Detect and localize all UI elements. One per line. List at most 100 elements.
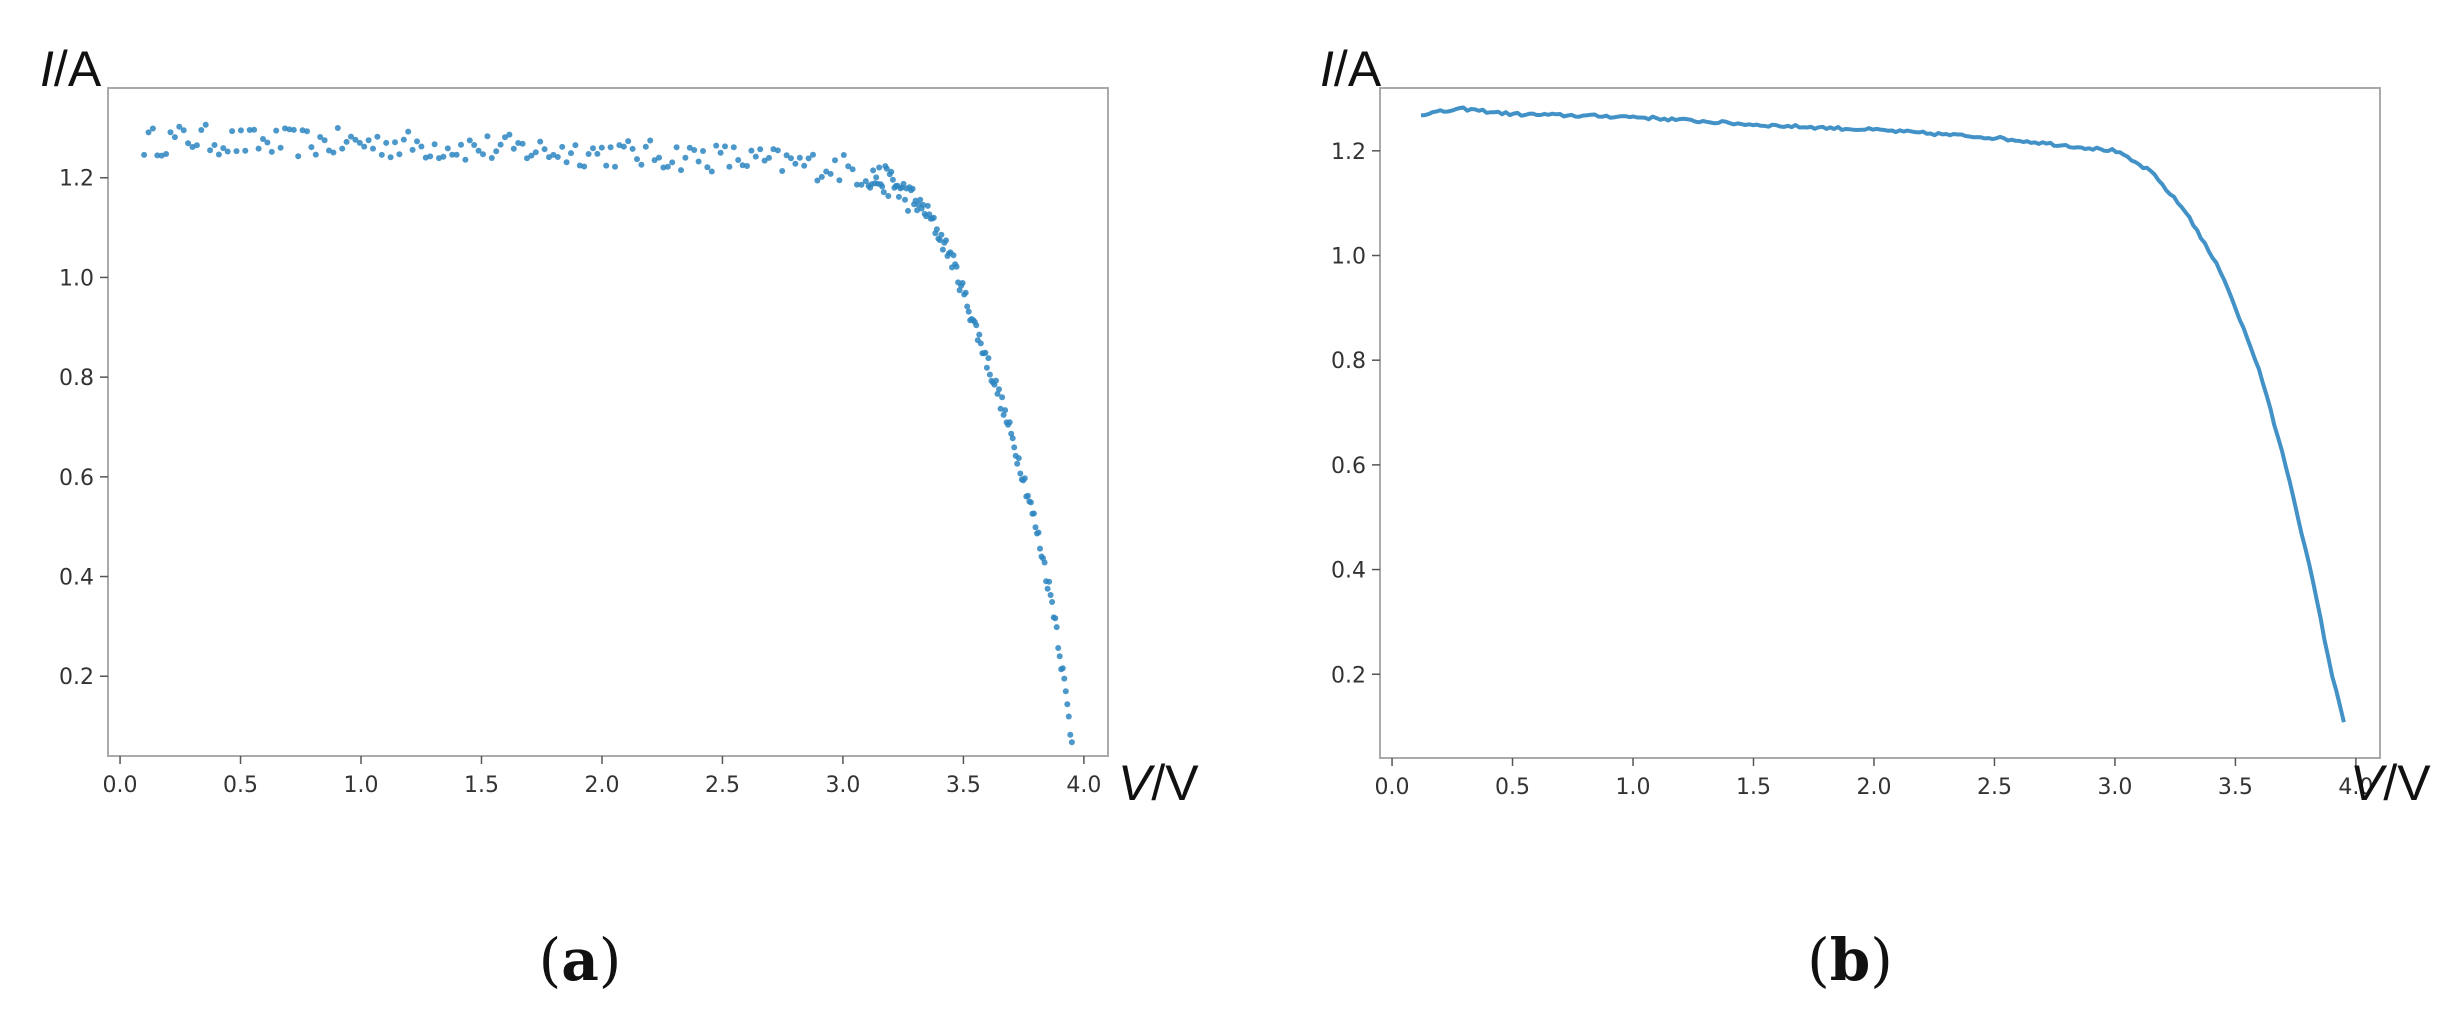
data-point [211, 142, 218, 148]
data-point [554, 154, 561, 160]
data-point [449, 151, 456, 158]
y-tick-label: 0.6 [59, 466, 94, 491]
y-tick-label: 0.4 [59, 566, 94, 591]
data-point [264, 139, 271, 146]
data-point [1052, 615, 1059, 622]
data-point [286, 126, 293, 133]
x-tick-label: 3.5 [2218, 775, 2253, 800]
y-tick-label: 0.2 [59, 665, 94, 690]
data-point [810, 151, 816, 158]
x-axis-label-a: V/V [1118, 755, 1199, 811]
data-point [774, 147, 781, 154]
data-point [761, 157, 768, 164]
data-point [976, 331, 983, 338]
data-point [1000, 411, 1007, 418]
x-ticks-b: 0.0 0.5 1.0 1.5 2.0 2.5 3.0 3.5 4.0 [1375, 758, 2373, 800]
data-point [462, 156, 469, 163]
data-point [361, 143, 368, 150]
data-point [973, 322, 980, 329]
data-point [722, 143, 728, 150]
data-point [396, 151, 403, 158]
data-point [603, 162, 610, 169]
data-point [914, 207, 921, 214]
data-point [900, 180, 907, 187]
data-point [409, 146, 416, 153]
iv-curve-line [1420, 105, 2346, 723]
data-point [246, 127, 253, 133]
data-point [1047, 592, 1054, 598]
x-tick-label: 0.5 [1495, 775, 1530, 800]
data-point [260, 136, 266, 142]
data-point [999, 394, 1006, 401]
data-point [427, 153, 434, 160]
y-tick-label: 0.4 [1331, 559, 1366, 584]
y-axis-label-b: I/A [1320, 41, 1382, 97]
data-point [912, 197, 919, 204]
data-point [242, 147, 249, 154]
data-point [612, 163, 618, 170]
data-point [405, 128, 412, 135]
data-point [805, 155, 812, 162]
data-point [766, 154, 772, 161]
data-point [414, 138, 420, 145]
data-point [920, 201, 927, 208]
data-point [585, 151, 592, 157]
data-point [290, 126, 297, 133]
data-point [796, 154, 803, 161]
data-point [1024, 492, 1031, 499]
y-ticks-b: 0.2 0.4 0.6 0.8 1.0 1.2 [1331, 140, 1380, 688]
data-point [880, 189, 887, 196]
data-point [312, 151, 319, 158]
data-point [1046, 578, 1053, 585]
data-point [387, 154, 394, 161]
data-point [1021, 475, 1028, 482]
data-point [308, 144, 315, 151]
data-point [1061, 675, 1068, 682]
y-axis-label-a: I/A [40, 41, 102, 97]
data-point [889, 176, 896, 183]
panel-b: 0.2 0.4 0.6 0.8 1.0 1.2 0.0 0.5 1.0 1.5 2.0 2.5 3.0… [1320, 41, 2431, 994]
data-point [304, 128, 310, 135]
data-point [1008, 430, 1015, 437]
data-point [141, 151, 148, 158]
data-point [879, 183, 886, 190]
x-axis-label-b: V/V [2350, 755, 2431, 811]
y-tick-label: 1.2 [59, 167, 94, 192]
data-point [343, 138, 350, 145]
data-point [977, 340, 984, 347]
data-point [334, 125, 341, 131]
data-point [524, 155, 530, 162]
data-point [1009, 435, 1016, 442]
data-point [983, 364, 990, 371]
data-point [642, 143, 649, 150]
data-point [207, 147, 214, 154]
data-point [849, 166, 856, 173]
data-point [295, 153, 302, 160]
data-point [885, 193, 892, 199]
data-point [251, 126, 258, 133]
data-point [581, 163, 588, 170]
data-point [163, 151, 170, 157]
data-point [317, 134, 324, 140]
data-point [149, 125, 156, 132]
data-point [730, 144, 737, 151]
data-point [400, 136, 407, 143]
data-point [193, 142, 200, 149]
data-point [167, 129, 174, 136]
data-point [854, 181, 860, 188]
x-tick-label: 2.5 [705, 773, 740, 798]
data-point [818, 173, 825, 180]
data-point [154, 152, 161, 159]
data-point [994, 390, 1001, 397]
data-point [1044, 585, 1051, 592]
data-point [748, 147, 755, 154]
data-point [651, 157, 658, 164]
data-point [938, 231, 945, 238]
data-point [735, 157, 742, 163]
data-point [757, 146, 764, 153]
data-point [1062, 688, 1069, 695]
data-point [930, 214, 937, 221]
data-point [832, 157, 838, 164]
curve-b [1420, 105, 2346, 723]
data-point [985, 355, 992, 362]
